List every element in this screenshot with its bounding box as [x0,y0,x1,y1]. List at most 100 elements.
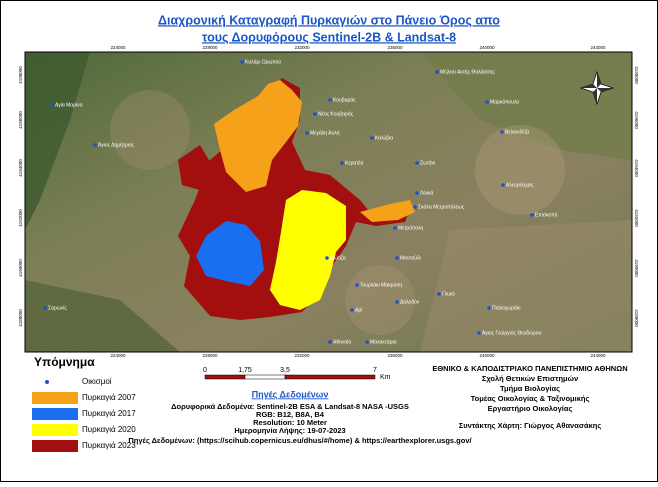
coord-label: 244000 [590,45,606,50]
fire-2020 [270,190,346,310]
place-label: Σκάλα Μετροπόλεως [418,203,465,210]
coord-label: 4196000 [18,111,23,129]
sources-heading: Πηγές Δεδομένων [252,389,329,399]
coord-label: 4194000 [18,159,23,177]
coord-label: 228000 [202,45,218,50]
institution-line: Τομέας Οικολογίας & Ταξινομικής [471,394,590,403]
scale-tick: 3,5 [280,367,290,374]
coord-label: 4188000 [634,309,639,327]
coord-label: 4198000 [18,66,23,84]
place-label: Μήλεσι Ακτής Θαλάσσης [440,68,495,75]
settlement-dot [365,340,369,344]
settlement-dot [500,130,504,134]
settlement-dot [355,283,359,287]
place-label: Ζωτάνι [420,159,435,166]
coord-label: 232000 [294,353,310,358]
scale-tick: 7 [373,367,377,374]
legend-swatch [32,440,78,452]
settlement-dot [328,340,332,344]
coord-label: 232000 [294,45,310,50]
place-label: Αγία Μαρίνα [55,102,83,108]
legend-swatch [32,424,78,436]
settlement-dot [328,98,332,102]
place-label: Τουρλάκι Μακρύση [360,281,402,288]
settlement-dot [530,213,534,217]
sources-line: Ημερομηνία Λήψης: 19-07-2023 [234,426,345,435]
legend-label: Πυρκαγιά 2017 [82,409,136,418]
place-label: Μεγάλη Αυλή [310,129,340,136]
place-label: Μαντούδι [400,254,421,261]
settlement-dot [477,331,481,335]
coord-label: 224000 [110,353,126,358]
settlement-dot [487,306,491,310]
legend-title: Υπόμνημα [34,355,95,369]
settlement-dot [370,136,374,140]
coord-label: 4192000 [18,209,23,227]
place-label: Φώτιζα [330,254,346,261]
settlement-dot [435,70,439,74]
coord-label: 236000 [387,353,403,358]
place-label: Μαρκόπουλο [490,98,519,105]
place-label: Καλύβια [375,134,393,141]
place-label: Βελανιδέζα [505,128,529,135]
legend-dot [45,380,49,384]
title-line: τους Δορυφόρους Sentinel-2B & Landsat-8 [202,30,456,44]
coord-label: 4190000 [18,259,23,277]
coord-label: 4192000 [634,209,639,227]
place-label: Αλευρούχεις [506,181,534,188]
settlement-dot [313,112,317,116]
settlement-dot [415,161,419,165]
settlement-dot [415,191,419,195]
coord-label: 240000 [479,45,495,50]
coord-label: 4196000 [634,111,639,129]
map-frame [24,51,633,353]
coord-label: 224000 [110,45,126,50]
legend-label: Πυρκαγιά 2007 [82,393,136,402]
sources-line: Δορυφορικά Δεδομένα: Sentinel-2B ESA & L… [171,402,409,411]
scale-unit: Km [380,374,391,381]
place-label: Παλιοχωράκι [492,304,521,311]
settlement-dot [350,308,354,312]
settlement-dot [437,292,441,296]
sources-footer: Πηγές Δεδομένων: (https://scihub.coperni… [128,436,472,445]
institution-line: ΕΘΝΙΚΟ & ΚΑΠΟΔΙΣΤΡΙΑΚΟ ΠΑΝΕΠΙΣΤΗΜΙΟ ΑΘΗΝ… [432,364,627,373]
settlement-dot [93,143,97,147]
place-label: Επισκοπή [535,211,558,218]
institution-line: Σχολή Θετικών Επιστημών [482,374,578,383]
coord-label: 228000 [202,353,218,358]
place-label: Γλυκύ [442,290,455,297]
institution-line: Τμήμα Βιολογίας [500,384,560,393]
legend-swatch [32,392,78,404]
legend-label: Πυρκαγιά 2020 [82,425,136,434]
sources-line: RGB: B12, B8A, B4 [256,410,325,419]
settlement-dot [305,131,309,135]
settlement-dot [240,60,244,64]
settlement-dot [395,300,399,304]
place-label: Άγιος Γεώργιος Θεοδώρου [482,329,542,336]
settlement-dot [485,100,489,104]
scale-tick: 1,75 [238,367,252,374]
title-line: Διαχρονική Καταγραφή Πυρκαγιών στο Πάνει… [158,13,500,27]
scale-tick: 0 [203,367,207,374]
place-label: Καλάμι Ωρωπού [245,58,281,65]
legend-label: Πυρκαγιά 2023 [82,441,136,450]
settlement-dot [395,256,399,260]
institution-line: Εργαστήριο Οικολογίας [488,404,573,413]
coord-label: 244000 [590,353,606,358]
scale-bar [204,374,376,380]
place-label: Κουβαράς [333,96,356,103]
settlement-dot [50,103,54,107]
settlement-dot [325,256,329,260]
north-arrow [579,70,615,106]
fire-2017 [196,221,264,286]
coord-label: 4190000 [634,259,639,277]
settlement-dot [393,226,397,230]
legend-label: Οικισμοί [82,377,112,386]
settlement-dot [43,306,47,310]
place-label: Αθηναία [333,339,351,345]
settlement-dot [501,183,505,187]
place-label: Σαρωνίς [48,305,67,311]
place-label: Κερατέα [345,159,364,166]
map-image: Καλάμι Ωρωπού Μήλεσι Ακτής Θαλάσσης Αγία Μ… [25,52,632,352]
